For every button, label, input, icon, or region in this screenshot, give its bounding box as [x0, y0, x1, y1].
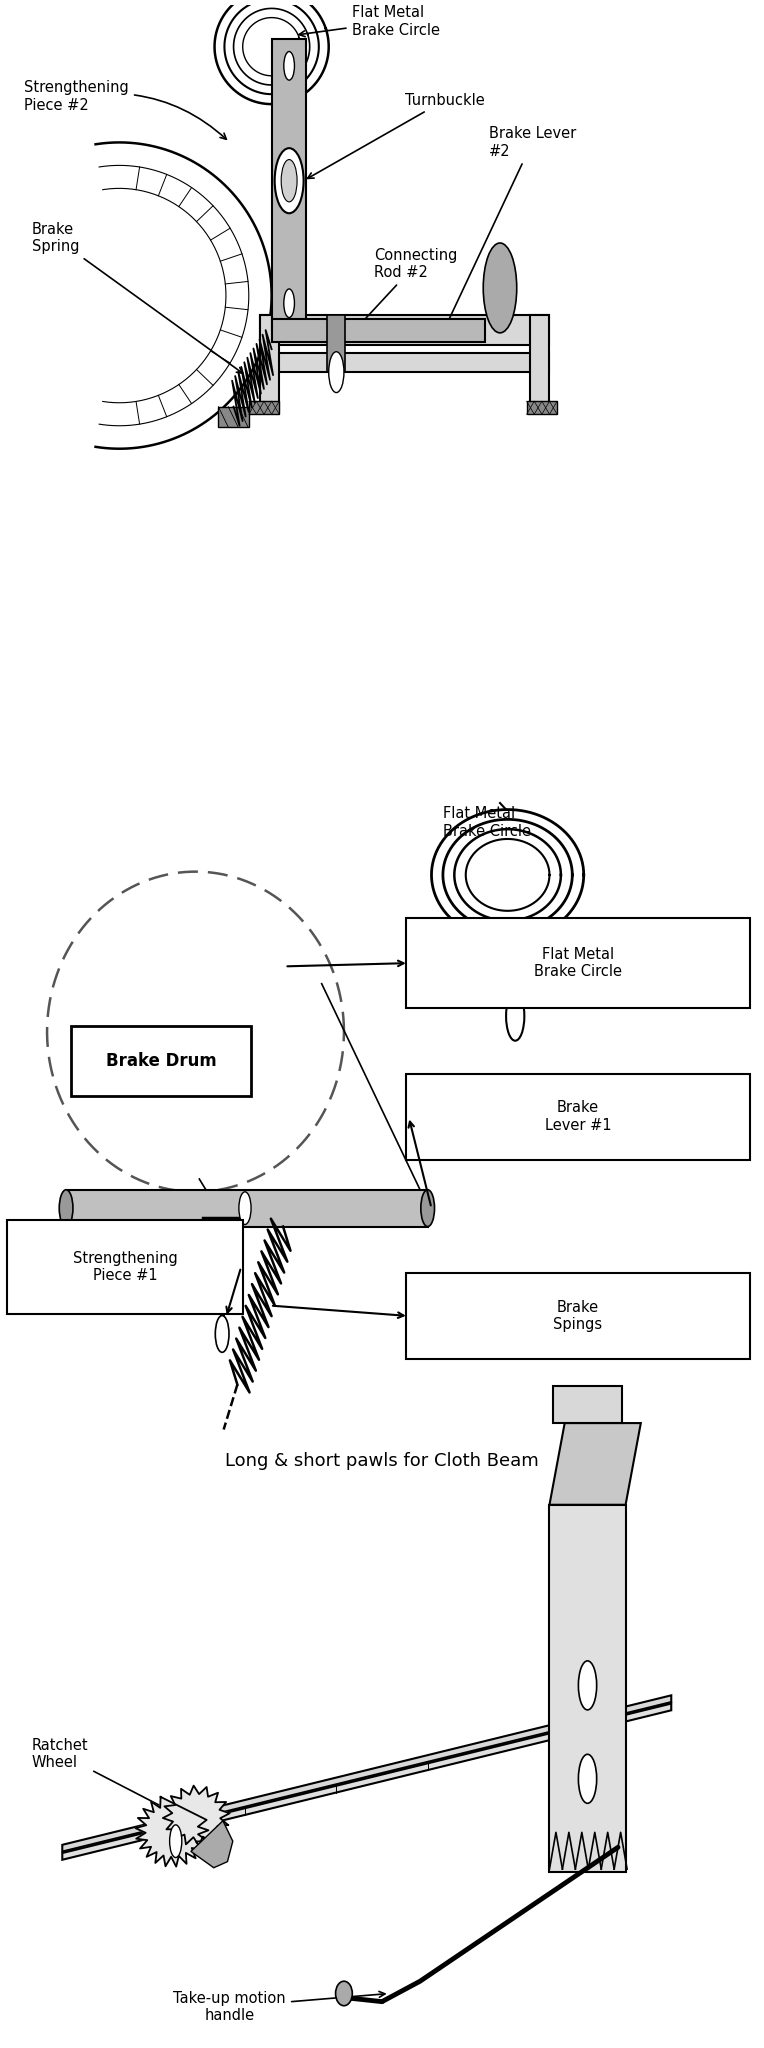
Text: Long & short pawls for Cloth Beam: Long & short pawls for Cloth Beam — [225, 1452, 539, 1470]
Bar — [261, 352, 549, 373]
Ellipse shape — [421, 1190, 435, 1227]
Ellipse shape — [275, 147, 303, 213]
Text: Connecting
Rod #2: Connecting Rod #2 — [351, 248, 458, 334]
Text: Brake
Spings: Brake Spings — [553, 1300, 603, 1331]
Polygon shape — [163, 1786, 230, 1845]
Polygon shape — [135, 1796, 209, 1866]
Circle shape — [578, 1661, 597, 1710]
Polygon shape — [63, 1696, 672, 1851]
FancyBboxPatch shape — [71, 1026, 251, 1096]
Bar — [66, 1190, 428, 1227]
Bar — [526, 401, 557, 414]
Text: Flat Metal
Brake Circle: Flat Metal Brake Circle — [534, 946, 622, 979]
Polygon shape — [63, 1704, 672, 1860]
Bar — [261, 315, 549, 346]
Polygon shape — [549, 1505, 626, 1872]
Text: Brake
Lever #1: Brake Lever #1 — [545, 1100, 611, 1133]
Text: Take-up motion
handle: Take-up motion handle — [173, 1991, 385, 2023]
Polygon shape — [272, 39, 306, 330]
Text: Ratchet
Wheel: Ratchet Wheel — [32, 1737, 176, 1815]
FancyBboxPatch shape — [406, 1073, 749, 1159]
Circle shape — [578, 1755, 597, 1804]
Polygon shape — [272, 319, 485, 342]
Text: Flat Metal
Brake Circle: Flat Metal Brake Circle — [443, 807, 531, 840]
Polygon shape — [549, 1423, 641, 1505]
Circle shape — [283, 289, 294, 317]
Ellipse shape — [335, 1980, 352, 2005]
FancyBboxPatch shape — [406, 918, 749, 1008]
Text: Brake
Spring: Brake Spring — [32, 221, 243, 373]
Circle shape — [283, 174, 294, 203]
Circle shape — [329, 352, 344, 393]
FancyBboxPatch shape — [7, 1221, 244, 1315]
Text: Flat Metal
Brake Circle: Flat Metal Brake Circle — [299, 6, 439, 37]
FancyBboxPatch shape — [406, 1274, 749, 1360]
Ellipse shape — [60, 1190, 73, 1227]
Text: Turnbuckle: Turnbuckle — [308, 92, 484, 178]
Circle shape — [170, 1825, 182, 1858]
Bar — [261, 315, 279, 410]
Circle shape — [484, 244, 516, 334]
Polygon shape — [191, 1821, 233, 1868]
Bar — [327, 315, 345, 373]
Polygon shape — [553, 1386, 622, 1423]
Circle shape — [239, 1192, 251, 1225]
Text: Brake Lever
#2: Brake Lever #2 — [445, 127, 576, 328]
Circle shape — [215, 1315, 229, 1352]
Bar — [249, 401, 279, 414]
Bar — [530, 315, 549, 410]
Text: Brake Drum: Brake Drum — [106, 1053, 217, 1071]
Bar — [219, 408, 249, 428]
Text: Strengthening
Piece #1: Strengthening Piece #1 — [73, 1251, 177, 1284]
Text: Strengthening
Piece #2: Strengthening Piece #2 — [24, 80, 226, 139]
Ellipse shape — [281, 160, 297, 203]
Circle shape — [283, 51, 294, 80]
